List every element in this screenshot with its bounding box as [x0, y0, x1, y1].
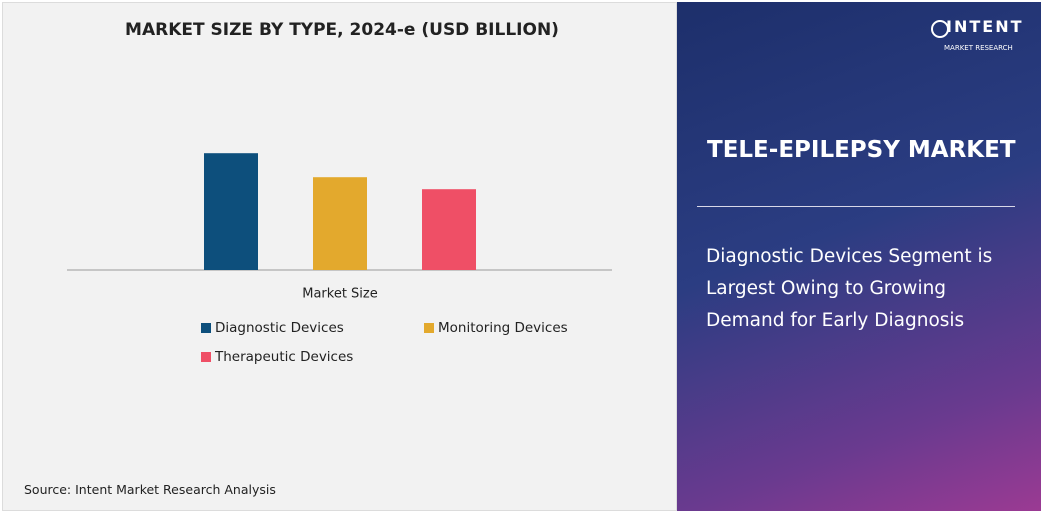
- legend-label: Diagnostic Devices: [215, 320, 344, 336]
- legend-label: Therapeutic Devices: [214, 349, 353, 365]
- legend-label: Monitoring Devices: [438, 320, 568, 336]
- chart: MARKET SIZE BY TYPE, 2024-e (USD BILLION…: [67, 20, 612, 365]
- x-axis-label: Market Size: [302, 287, 378, 302]
- logo-name: INTENT: [946, 17, 1024, 36]
- chart-title: MARKET SIZE BY TYPE, 2024-e (USD BILLION…: [125, 20, 559, 40]
- source: Source: Intent Market Research Analysis: [24, 482, 276, 497]
- logo-icon: [931, 20, 949, 38]
- summary: Diagnostic Devices Segment is Largest Ow…: [706, 246, 993, 331]
- heading: TELE-EPILEPSY MARKET: [707, 137, 1016, 163]
- bar: [422, 189, 476, 270]
- bar: [313, 177, 367, 270]
- legend-swatch: [201, 323, 211, 333]
- legend-swatch: [424, 323, 434, 333]
- divider: [697, 206, 1015, 207]
- legend-swatch: [201, 352, 211, 362]
- logo-sub: MARKET RESEARCH: [944, 44, 1013, 52]
- bar: [204, 153, 258, 270]
- info-panel: [677, 2, 1041, 511]
